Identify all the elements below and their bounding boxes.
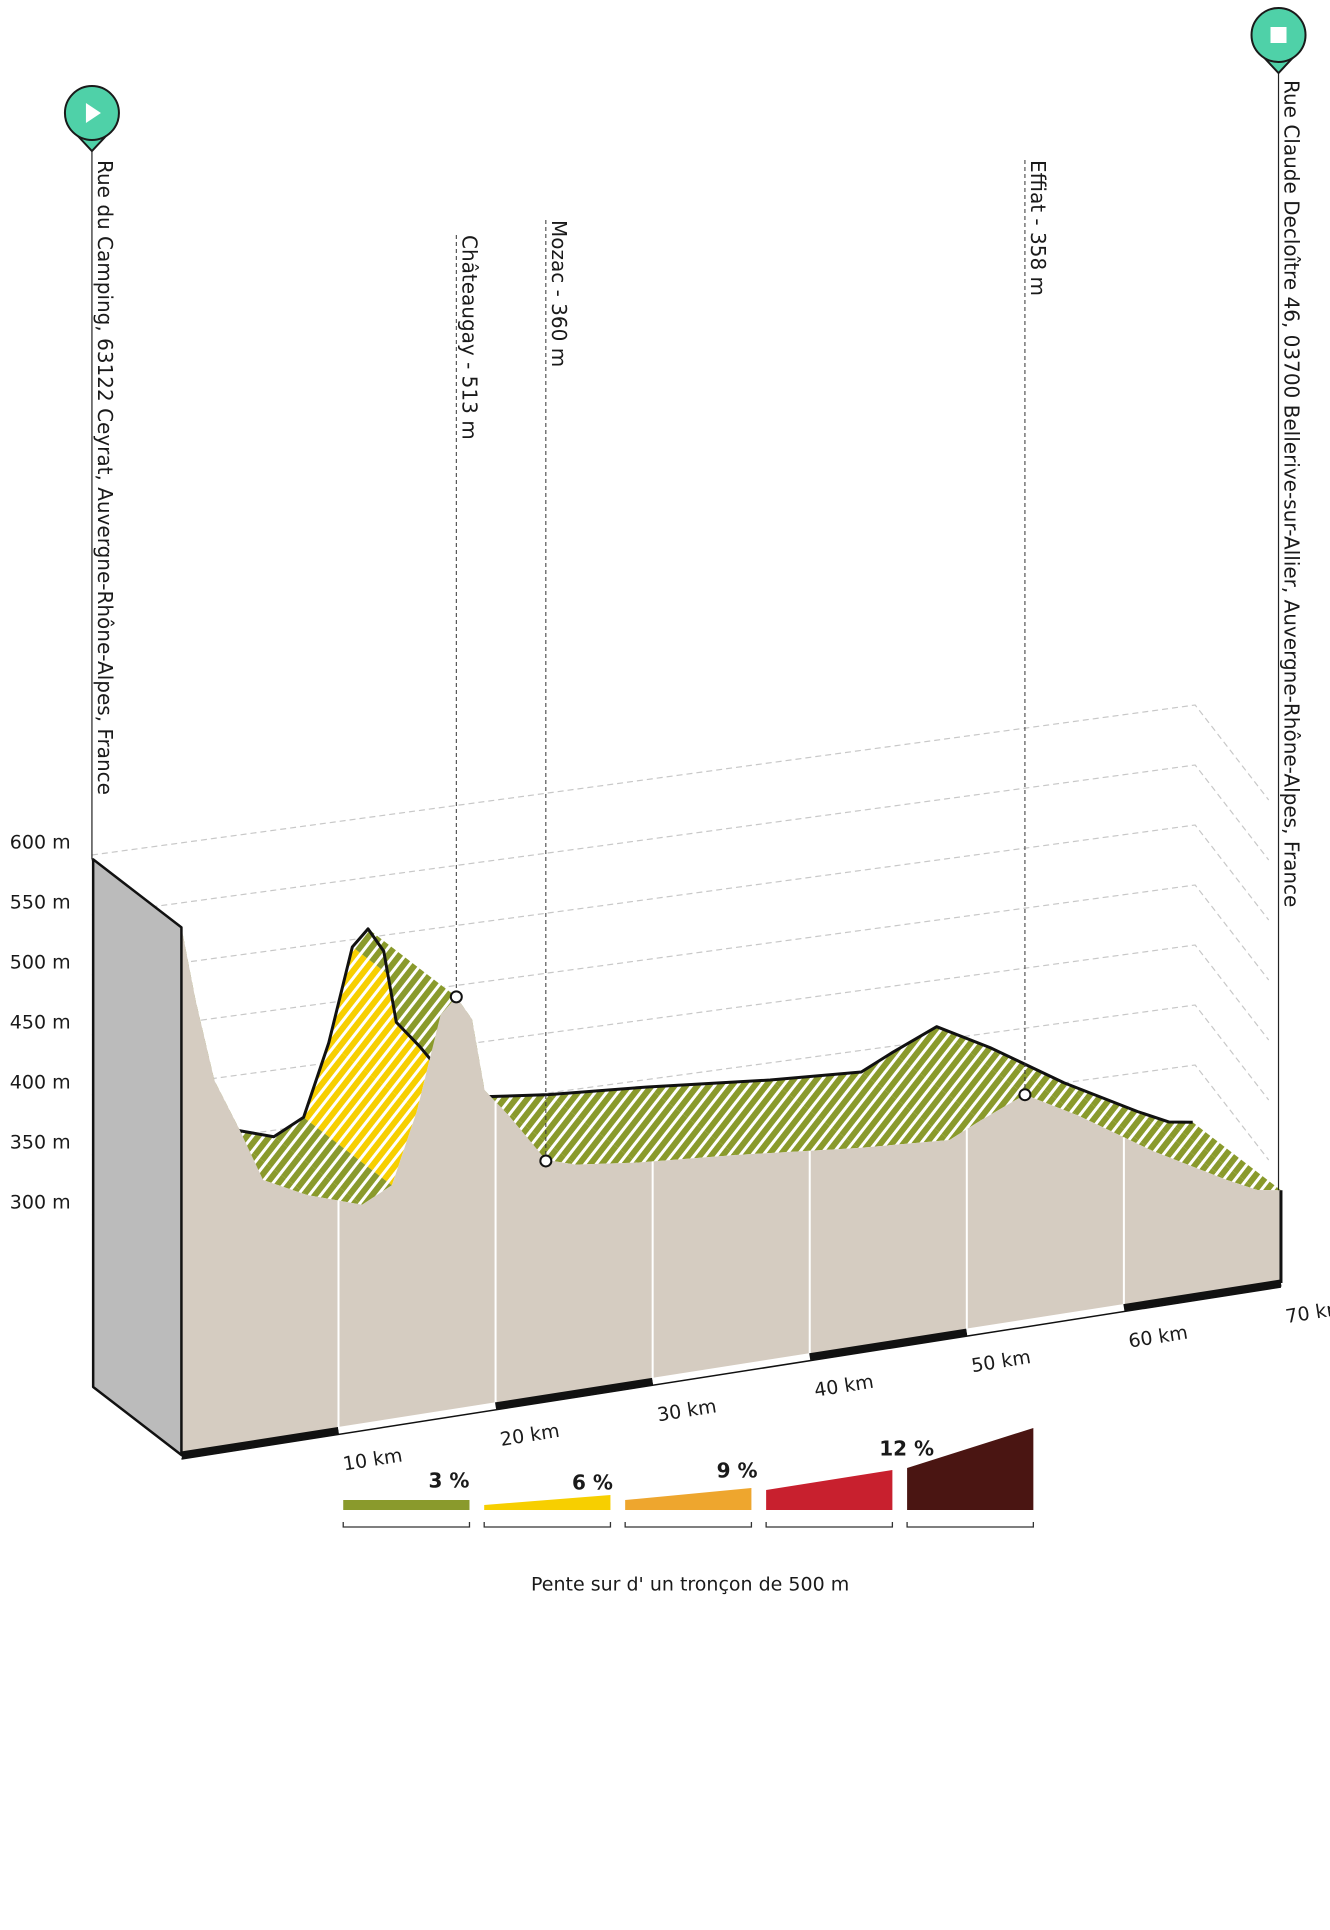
- slope-segment: [647, 1080, 859, 1155]
- slope-segment: [936, 1026, 1079, 1116]
- axis-bar: [966, 1304, 1125, 1336]
- slope-segment: [1063, 1082, 1226, 1180]
- legend-label: 3 %: [429, 1469, 470, 1493]
- legend-bracket: [624, 1522, 753, 1528]
- legend-bracket: [906, 1522, 1034, 1528]
- waypoint-label: Mozac - 360 m: [547, 220, 571, 367]
- grid-line: [91, 704, 1270, 856]
- start-pin-icon: [85, 103, 101, 123]
- axis-bar: [652, 1353, 811, 1385]
- legend-label: 6 %: [572, 1471, 613, 1495]
- base-edge: [181, 1286, 1282, 1460]
- y-tick-label: 600 m: [10, 832, 71, 854]
- y-tick-label: 450 m: [10, 1012, 71, 1034]
- slope-segment: [273, 1117, 392, 1205]
- x-tick-label: 60 km: [1127, 1322, 1189, 1353]
- legend-bracket: [483, 1522, 612, 1528]
- waypoint-marker: [539, 1154, 553, 1168]
- grid-line: [91, 944, 1270, 1096]
- waypoint-marker: [449, 990, 463, 1004]
- axis-bar: [180, 1426, 340, 1459]
- y-tick-label: 300 m: [10, 1192, 71, 1214]
- end-label: Rue Claude Decloître 46, 03700 Bellerive…: [1280, 80, 1304, 907]
- legend-swatch: [343, 1500, 470, 1510]
- slope-segment: [548, 1086, 736, 1163]
- slope-segment: [990, 1047, 1153, 1151]
- grid-line: [91, 764, 1270, 916]
- x-tick-label: 70 km: [1284, 1297, 1330, 1328]
- y-tick-label: 500 m: [10, 952, 71, 974]
- grid-line: [91, 824, 1270, 976]
- x-tick-label: 10 km: [342, 1444, 404, 1475]
- legend-caption: Pente sur d' un tronçon de 500 m: [531, 1574, 849, 1596]
- slope-segment: [368, 928, 473, 1020]
- axis-bar: [809, 1328, 968, 1361]
- start-label: Rue du Camping, 63122 Ceyrat, Auvergne-R…: [93, 160, 117, 795]
- x-tick-label: 40 km: [813, 1371, 875, 1402]
- end-pin-icon: [1270, 27, 1287, 43]
- grid-line: [91, 884, 1270, 1036]
- waypoint-marker: [1018, 1088, 1032, 1102]
- axis-bar: [337, 1402, 497, 1434]
- legend-label: 12 %: [879, 1437, 934, 1461]
- slope-segment: [770, 1071, 950, 1149]
- legend-swatch: [625, 1488, 752, 1510]
- y-tick-label: 400 m: [10, 1072, 71, 1094]
- legend-swatch: [907, 1428, 1034, 1510]
- x-tick-label: 50 km: [970, 1346, 1032, 1377]
- legend-label: 9 %: [717, 1459, 758, 1483]
- x-tick-label: 30 km: [656, 1395, 718, 1426]
- slope-segment: [892, 1026, 1025, 1121]
- waypoint-label: Effiat - 358 m: [1026, 160, 1050, 296]
- waypoint-label: Châteaugay - 513 m: [457, 235, 481, 440]
- slope-segment: [328, 946, 441, 1111]
- slope-segment: [861, 1052, 981, 1140]
- legend-swatch: [766, 1470, 893, 1510]
- x-tick-label: 20 km: [499, 1420, 561, 1451]
- axis-bar: [1123, 1279, 1282, 1312]
- slope-segment: [1169, 1122, 1281, 1191]
- y-tick-label: 350 m: [10, 1132, 71, 1154]
- slope-segment: [487, 1094, 637, 1165]
- legend-swatch: [484, 1495, 611, 1510]
- legend-bracket: [342, 1522, 471, 1528]
- slope-segment: [303, 1042, 418, 1186]
- y-tick-label: 550 m: [10, 892, 71, 914]
- start-wall: [91, 858, 183, 1457]
- slope-segment: [218, 1127, 363, 1205]
- slope-segment: [1137, 1111, 1258, 1191]
- axis-bar: [495, 1377, 654, 1410]
- legend-bracket: [765, 1522, 894, 1528]
